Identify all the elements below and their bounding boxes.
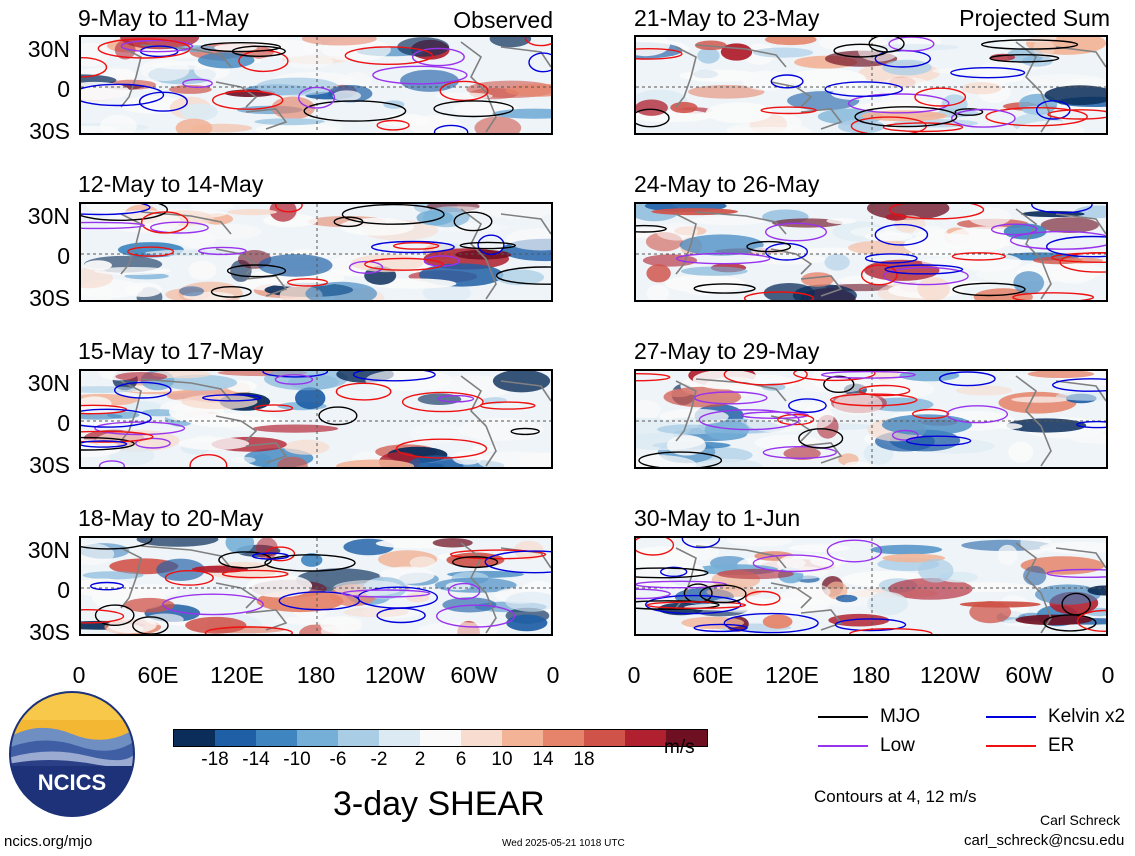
lat-label-30s: 30S xyxy=(29,452,70,478)
units-label: m/s xyxy=(664,737,695,758)
legend-line-er xyxy=(986,745,1036,747)
panel-title-right-2: 24-May to 26-May xyxy=(634,171,820,197)
panel-title-left-2: 12-May to 14-May xyxy=(78,171,264,197)
lon-label-right: 0 xyxy=(627,662,641,688)
author: Carl Schreck xyxy=(1040,812,1121,828)
lon-label-right: 180 xyxy=(851,662,891,688)
lon-label-left: 0 xyxy=(546,662,560,688)
legend-kelvin: Kelvin x2 xyxy=(986,706,1125,728)
lon-label-left: 60W xyxy=(450,662,498,688)
colorbar-swatch xyxy=(297,730,338,746)
lat-label-30n: 30N xyxy=(27,370,70,396)
lat-label-30n: 30N xyxy=(27,203,70,229)
colorbar-swatch xyxy=(625,730,666,746)
site-link[interactable]: ncics.org/mjo xyxy=(4,833,93,850)
lon-label-left: 0 xyxy=(72,662,86,688)
colorbar-tick: 14 xyxy=(532,749,554,770)
colorbar-tick: -14 xyxy=(242,749,270,770)
lat-label-0: 0 xyxy=(57,577,70,603)
colorbar-swatch xyxy=(174,730,215,746)
shear-field xyxy=(81,204,551,300)
colorbar-swatch xyxy=(256,730,297,746)
colorbar-swatch xyxy=(461,730,502,746)
legend-label-er: ER xyxy=(1048,735,1075,756)
colorbar xyxy=(173,729,708,747)
ncics-logo: NCICS xyxy=(8,690,136,818)
colorbar-tick: 18 xyxy=(573,749,595,770)
shear-field xyxy=(636,37,1106,133)
map-panel-left-2 xyxy=(79,202,553,302)
colorbar-tick: -2 xyxy=(370,749,388,770)
legend-line-kelvin xyxy=(986,716,1036,718)
map-panel-right-4 xyxy=(634,536,1108,636)
lat-label-0: 0 xyxy=(57,410,70,436)
lat-label-30n: 30N xyxy=(27,36,70,62)
colorbar-swatch xyxy=(215,730,256,746)
map-panel-right-1 xyxy=(634,35,1108,135)
observed-label: Observed xyxy=(453,7,553,33)
map-panel-right-3 xyxy=(634,369,1108,469)
colorbar-swatch xyxy=(420,730,461,746)
colorbar-tick: -10 xyxy=(283,749,311,770)
shear-field xyxy=(636,204,1106,300)
shear-field xyxy=(636,371,1106,467)
colorbar-swatch xyxy=(502,730,543,746)
legend-label-low: Low xyxy=(880,735,915,756)
lon-label-right: 60E xyxy=(692,662,734,688)
colorbar-tick: 10 xyxy=(491,749,513,770)
legend-line-mjo xyxy=(818,716,868,718)
lat-label-30s: 30S xyxy=(29,619,70,645)
lat-label-0: 0 xyxy=(57,76,70,102)
colorbar-tick: 6 xyxy=(455,749,467,770)
colorbar-tick: -6 xyxy=(329,749,347,770)
email-link[interactable]: carl_schreck@ncsu.edu xyxy=(964,832,1125,849)
colorbar-swatch xyxy=(338,730,379,746)
map-panel-left-4 xyxy=(79,536,553,636)
colorbar-swatch xyxy=(666,730,707,746)
shear-field xyxy=(636,538,1106,634)
colorbar-tick: -18 xyxy=(201,749,229,770)
panel-title-right-1: 21-May to 23-May xyxy=(634,5,820,31)
map-panel-left-1 xyxy=(79,35,553,135)
contours-note: Contours at 4, 12 m/s xyxy=(814,787,977,806)
lon-label-right: 120E xyxy=(765,662,819,688)
legend-low: Low xyxy=(818,735,915,757)
panel-title-right-3: 27-May to 29-May xyxy=(634,338,820,364)
map-panel-right-2 xyxy=(634,202,1108,302)
colorbar-swatch xyxy=(543,730,584,746)
lon-label-left: 180 xyxy=(296,662,336,688)
lon-label-right: 60W xyxy=(1005,662,1053,688)
colorbar-swatch xyxy=(584,730,625,746)
panel-title-left-3: 15-May to 17-May xyxy=(78,338,264,364)
legend-er: ER xyxy=(986,735,1074,757)
lat-label-30s: 30S xyxy=(29,118,70,144)
legend-mjo: MJO xyxy=(818,706,920,728)
lat-label-30n: 30N xyxy=(27,537,70,563)
colorbar-swatch xyxy=(379,730,420,746)
panel-title-right-4: 30-May to 1-Jun xyxy=(634,505,801,531)
map-panel-left-3 xyxy=(79,369,553,469)
lon-label-right: 0 xyxy=(1101,662,1115,688)
projected-sum-label: Projected Sum xyxy=(959,5,1110,31)
colorbar-tick: 2 xyxy=(414,749,426,770)
lat-label-0: 0 xyxy=(57,243,70,269)
lat-label-30s: 30S xyxy=(29,285,70,311)
lon-label-left: 60E xyxy=(137,662,179,688)
shear-field xyxy=(81,371,551,467)
legend-line-low xyxy=(818,745,868,747)
legend-label-mjo: MJO xyxy=(880,706,921,727)
main-title: 3-day SHEAR xyxy=(333,785,545,823)
lon-label-right: 120W xyxy=(919,662,981,688)
shear-field xyxy=(81,538,551,634)
legend-label-kelvin: Kelvin x2 xyxy=(1048,706,1126,727)
panel-title-left-4: 18-May to 20-May xyxy=(78,505,264,531)
lon-label-left: 120W xyxy=(364,662,426,688)
shear-field xyxy=(81,37,551,133)
lon-label-left: 120E xyxy=(210,662,264,688)
panel-title-left-1: 9-May to 11-May xyxy=(78,5,249,31)
timestamp: Wed 2025-05-21 1018 UTC xyxy=(502,838,625,849)
logo-text: NCICS xyxy=(38,770,106,795)
